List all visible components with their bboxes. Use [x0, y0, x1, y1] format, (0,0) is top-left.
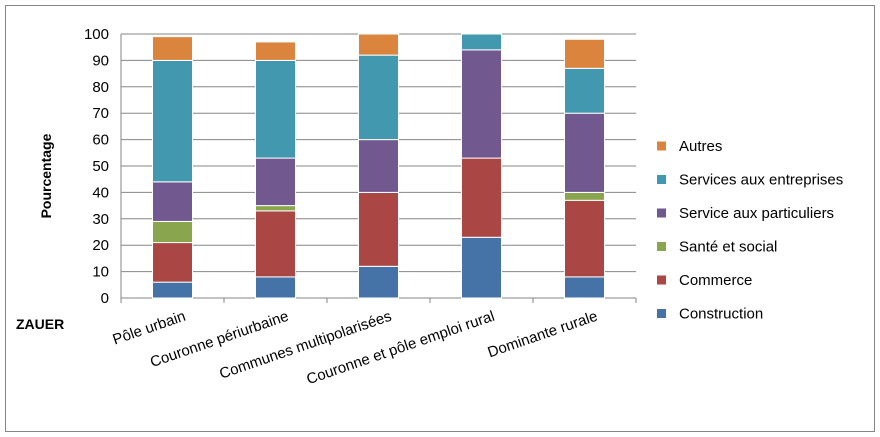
bar-segment: [564, 199, 605, 278]
legend-label: Construction: [679, 306, 763, 323]
bar-segment: [564, 191, 605, 201]
bars: [152, 33, 605, 299]
bar-segment: [255, 210, 296, 278]
bar-segment: [564, 112, 605, 193]
legend: Autres Services aux entreprises Service au…: [657, 138, 843, 323]
legend-swatch: [657, 208, 666, 218]
bar-segment: [358, 265, 399, 299]
chart-area: 0 10 20 30 40 50 60 70 80 90 100 Pôle urbain Couron…: [5, 5, 875, 432]
bar-segment: [358, 139, 399, 193]
legend-label: Autres: [679, 138, 722, 155]
bar-segment: [358, 33, 399, 56]
x-axis-title: ZAUER: [16, 316, 64, 332]
bar-segment: [152, 220, 193, 244]
legend-label: Service aux particuliers: [679, 205, 834, 222]
y-tick-label: 40: [92, 184, 109, 201]
y-tick-label: 100: [84, 26, 109, 43]
bar-segment: [255, 59, 296, 159]
legend-swatch: [657, 141, 666, 151]
y-tick-label: 60: [92, 132, 109, 149]
x-category-label: Pôle urbain: [111, 308, 188, 349]
y-tick-label: 30: [92, 211, 109, 228]
bar-segment: [461, 33, 502, 51]
y-tick-label: 90: [92, 52, 109, 69]
y-tick-label: 0: [101, 290, 109, 307]
x-category-label: Couronne et pôle emploi rural: [304, 308, 496, 388]
bar-segment: [461, 236, 502, 299]
bar-segment: [255, 205, 296, 212]
y-tick-label: 20: [92, 237, 109, 254]
legend-label: Commerce: [679, 272, 752, 289]
bar-segment: [152, 181, 193, 222]
y-tick-label: 70: [92, 105, 109, 122]
bar-segment: [564, 276, 605, 299]
bar-segment: [152, 242, 193, 283]
legend-swatch: [657, 309, 666, 318]
y-tick-label: 10: [92, 264, 109, 281]
bar-segment: [255, 157, 296, 207]
bar-segment: [564, 67, 605, 114]
y-tick-labels: 0 10 20 30 40 50 60 70 80 90 100: [84, 26, 109, 307]
x-category-label: Dominante rurale: [485, 308, 599, 362]
bar-segment: [152, 281, 193, 299]
legend-swatch: [657, 275, 666, 285]
bar-segment: [255, 41, 296, 61]
bar-segment: [461, 157, 502, 238]
legend-swatch: [657, 242, 666, 251]
bar-segment: [461, 49, 502, 159]
y-tick-label: 80: [92, 79, 109, 96]
y-tick-label: 50: [92, 158, 109, 175]
bar-segment: [152, 59, 193, 183]
bar-segment: [255, 276, 296, 299]
legend-label: Santé et social: [679, 239, 777, 256]
bar-segment: [152, 36, 193, 61]
y-axis-title: Pourcentage: [38, 133, 54, 218]
legend-label: Services aux entreprises: [679, 172, 843, 189]
bar-segment: [358, 54, 399, 141]
bar-segment: [564, 38, 605, 69]
legend-swatch: [657, 175, 666, 184]
bar-segment: [358, 191, 399, 267]
